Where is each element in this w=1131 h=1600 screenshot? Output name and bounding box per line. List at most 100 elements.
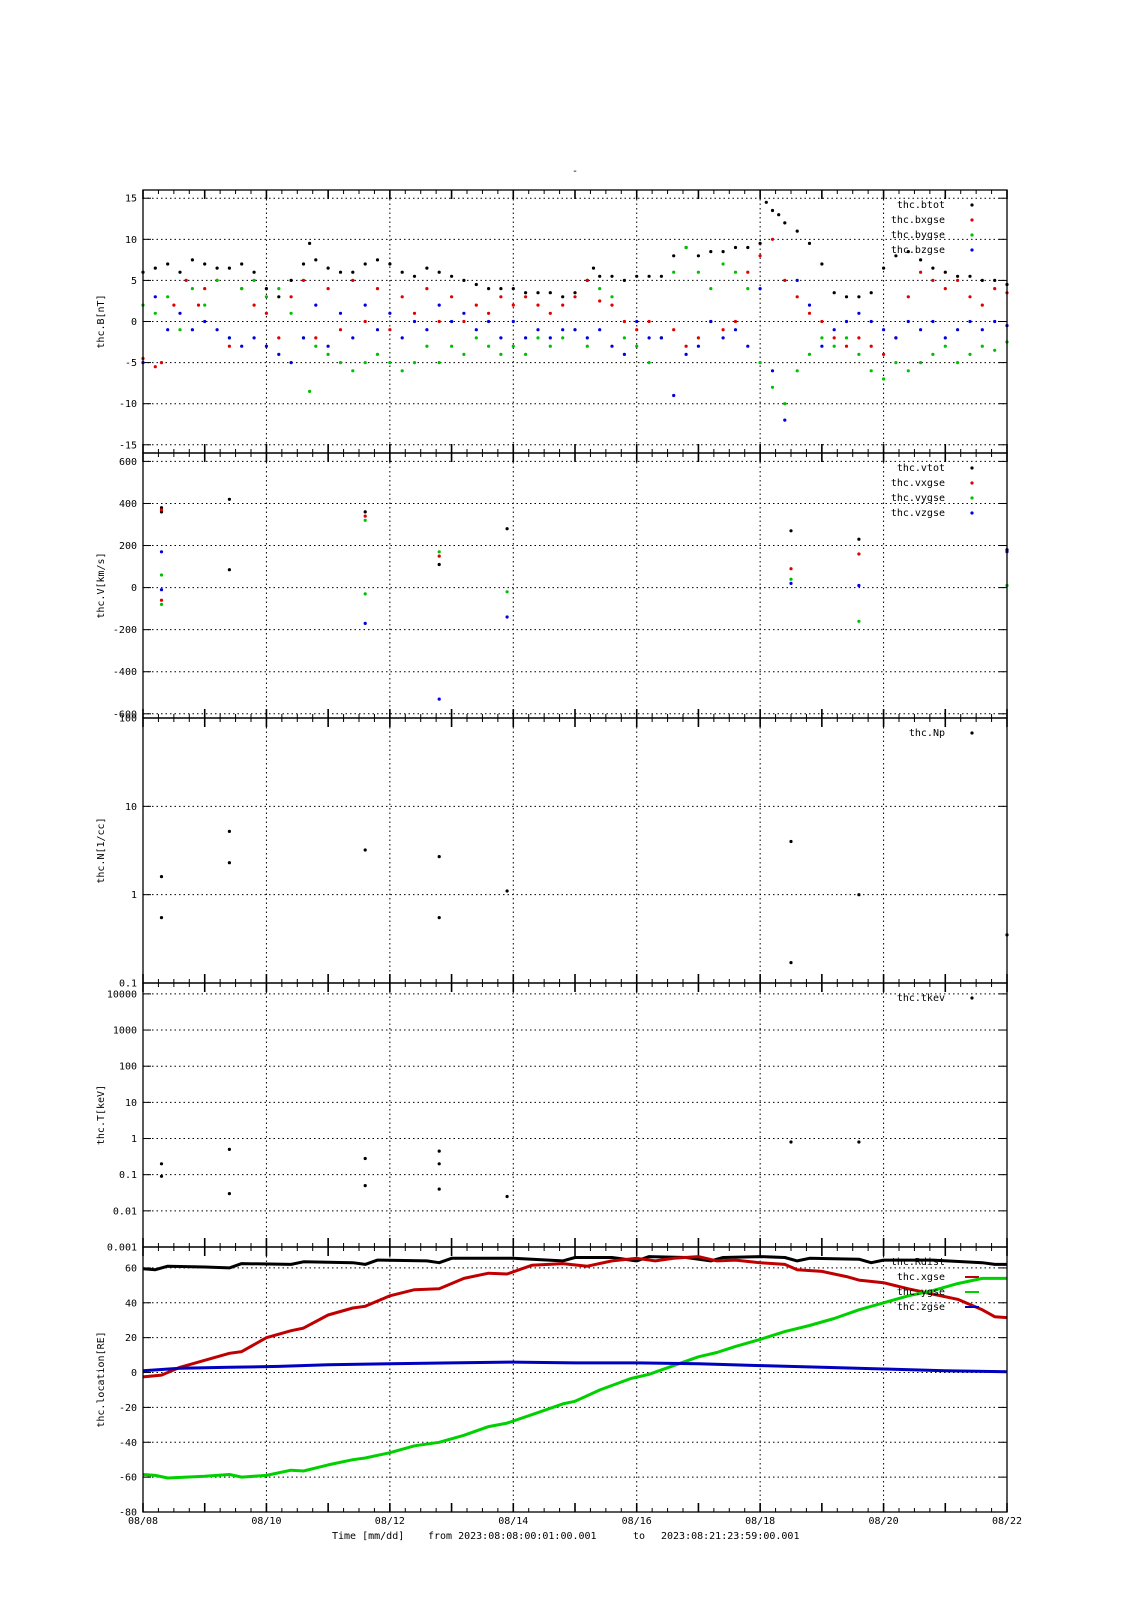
data-point	[783, 418, 787, 422]
data-point	[647, 361, 651, 365]
data-point	[252, 270, 256, 274]
legend-label: thc.tkev	[897, 993, 945, 1004]
data-point	[585, 344, 589, 348]
data-point	[178, 270, 182, 274]
panel-0: -15 -10 -5 0 5 10 15 thc.btot thc.bxgse thc.bygse…	[96, 189, 1009, 454]
x-axis-label-from: from 2023:08:08:00:01:00.001	[428, 1531, 597, 1542]
y-axis-label: thc.T[keV]	[96, 1085, 107, 1145]
x-tick-label: 08/18	[745, 1516, 775, 1527]
data-point	[203, 262, 207, 266]
data-point	[215, 278, 219, 282]
y-axis-label: thc.V[km/s]	[96, 552, 107, 618]
data-point	[696, 270, 701, 274]
data-point	[227, 336, 231, 340]
data-point	[412, 361, 417, 365]
data-point	[807, 311, 812, 315]
data-point	[400, 295, 404, 299]
data-point	[536, 328, 540, 332]
panel-frame	[142, 717, 1008, 984]
data-point	[789, 839, 793, 844]
data-point	[505, 615, 509, 619]
y-tick-label: 600	[119, 457, 137, 468]
x-axis: 08/08 08/10 08/12 08/14 08/16 08/18 08/20 08/22	[128, 1516, 1022, 1527]
data-point	[159, 598, 164, 602]
y-tick-label: 0.1	[119, 1170, 137, 1181]
series-thc.vzgse	[159, 550, 1009, 701]
data-point	[598, 328, 602, 332]
data-point	[573, 295, 577, 299]
legend-label: thc.ygse	[897, 1287, 945, 1298]
data-point	[159, 588, 164, 592]
data-point	[857, 1140, 861, 1144]
data-point	[277, 295, 281, 299]
x-tick-label: 08/22	[992, 1516, 1022, 1527]
data-point	[363, 518, 367, 522]
data-point	[647, 319, 651, 324]
data-point	[795, 295, 799, 299]
data-point	[203, 303, 207, 307]
y-tick-label: -15	[119, 440, 137, 451]
legend-label: thc.vxgse	[891, 478, 945, 489]
panel-frame	[142, 452, 1008, 719]
data-point	[166, 295, 170, 299]
data-point	[857, 893, 861, 897]
data-point	[301, 336, 306, 340]
data-point	[980, 328, 984, 332]
data-point	[844, 319, 849, 324]
legend-marker	[970, 496, 974, 500]
series-thc.xgse	[142, 1255, 1008, 1379]
data-point	[437, 1149, 441, 1153]
data-point	[240, 344, 244, 348]
legend-marker	[970, 731, 974, 735]
data-point	[882, 266, 886, 270]
data-point	[450, 344, 454, 348]
legend-marker	[970, 511, 974, 515]
data-point	[511, 287, 515, 291]
data-point	[178, 328, 182, 332]
data-point	[968, 295, 972, 299]
y-tick-label: 10	[125, 1098, 137, 1109]
data-point	[789, 577, 793, 581]
data-point	[153, 311, 157, 315]
data-point	[159, 916, 164, 920]
data-point	[857, 336, 861, 340]
data-point	[807, 352, 812, 356]
y-tick-label: 0	[131, 1368, 137, 1379]
data-point	[314, 344, 318, 348]
data-point	[338, 328, 343, 332]
data-point	[412, 311, 417, 315]
data-point	[789, 529, 793, 533]
data-point	[993, 348, 997, 352]
y-tick-label: 20	[125, 1333, 137, 1344]
data-point	[561, 328, 565, 332]
y-tick-label: -5	[125, 358, 137, 369]
data-point	[561, 303, 565, 307]
data-point	[635, 274, 639, 278]
data-point	[820, 344, 824, 348]
data-point	[264, 344, 268, 348]
data-point	[277, 287, 281, 291]
data-point	[980, 278, 984, 282]
data-point	[196, 303, 201, 307]
data-point	[709, 319, 713, 324]
data-point	[351, 278, 355, 282]
y-tick-label: -80	[119, 1508, 137, 1519]
series-thc.bzgse	[141, 278, 1009, 422]
data-point	[789, 1140, 793, 1144]
x-axis-label-to: to	[633, 1531, 645, 1542]
data-point	[869, 344, 873, 348]
y-tick-label: -20	[119, 1403, 137, 1414]
data-point	[375, 258, 380, 262]
data-point	[770, 237, 775, 241]
data-point	[363, 592, 367, 596]
data-point	[505, 1194, 509, 1199]
data-point	[820, 336, 824, 340]
y-axis-label: thc.location[RE]	[96, 1331, 107, 1427]
y-tick-label: 400	[119, 499, 137, 510]
data-point	[622, 336, 627, 340]
data-point	[437, 855, 441, 859]
y-tick-label: -60	[119, 1473, 137, 1484]
y-tick-label: 40	[125, 1298, 137, 1309]
y-tick-label: 10	[125, 235, 137, 246]
data-point	[412, 274, 417, 278]
